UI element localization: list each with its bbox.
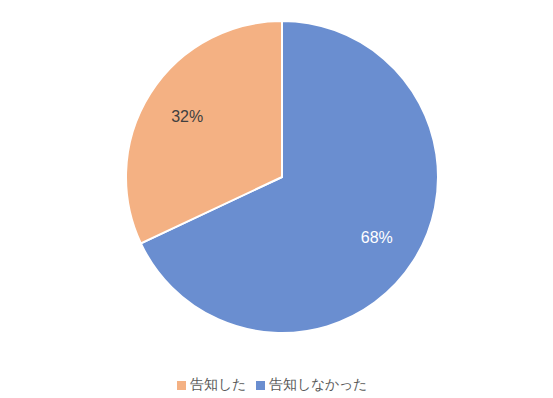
svg-text:32%: 32% — [171, 108, 203, 125]
svg-text:68%: 68% — [361, 229, 393, 246]
html-text:告知した: 告知した — [189, 376, 246, 392]
html-text:告知しなかった: 告知しなかった — [268, 376, 367, 392]
